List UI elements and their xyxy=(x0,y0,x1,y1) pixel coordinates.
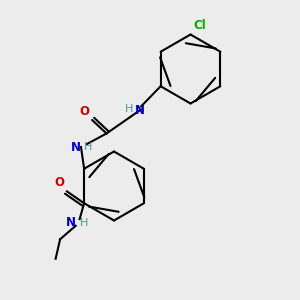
Text: N: N xyxy=(66,216,76,229)
Text: H: H xyxy=(84,142,92,152)
Text: Cl: Cl xyxy=(194,19,206,32)
Text: N: N xyxy=(135,104,145,118)
Text: H: H xyxy=(80,218,88,228)
Text: O: O xyxy=(80,106,90,118)
Text: N: N xyxy=(71,141,81,154)
Text: H: H xyxy=(125,104,134,115)
Text: O: O xyxy=(54,176,64,189)
